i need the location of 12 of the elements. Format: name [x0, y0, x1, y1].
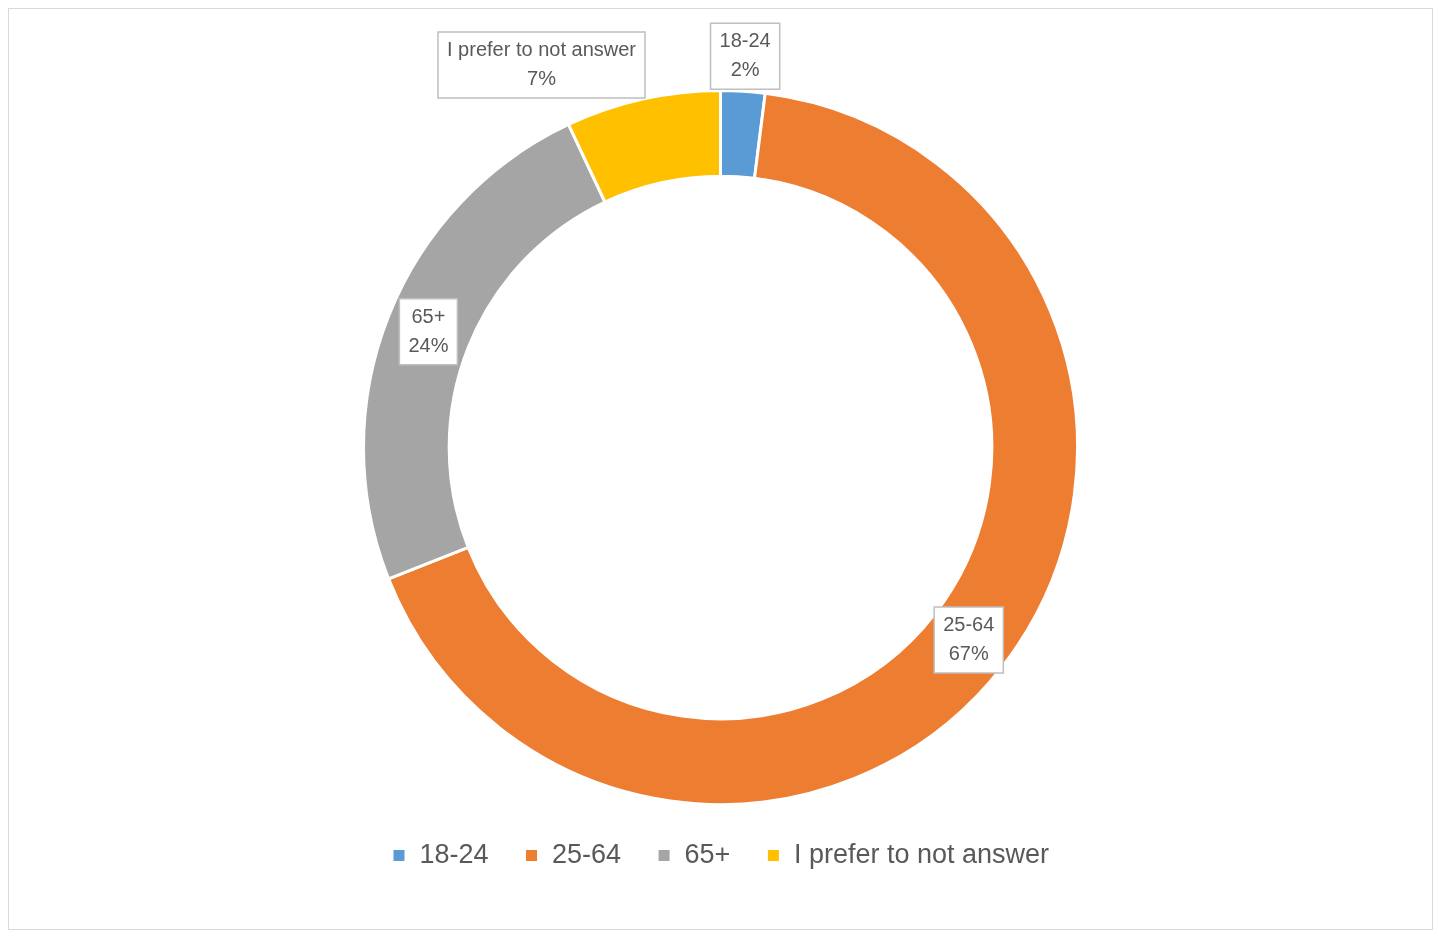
legend-label: 25-64	[552, 838, 622, 869]
slice-label: 18-24	[719, 29, 771, 52]
data-label: 24%	[408, 333, 449, 356]
legend-label: 65+	[684, 838, 731, 869]
data-label: 67%	[948, 642, 989, 665]
slice-label: 65+	[411, 304, 446, 327]
slice-label: I prefer to not answer	[447, 37, 637, 60]
legend-label: 18-24	[419, 838, 489, 869]
slice-label: 25-64	[943, 613, 995, 636]
data-label: 7%	[527, 66, 557, 89]
legend-label: I prefer to not answer	[793, 838, 1050, 869]
data-label: 2%	[730, 58, 760, 81]
